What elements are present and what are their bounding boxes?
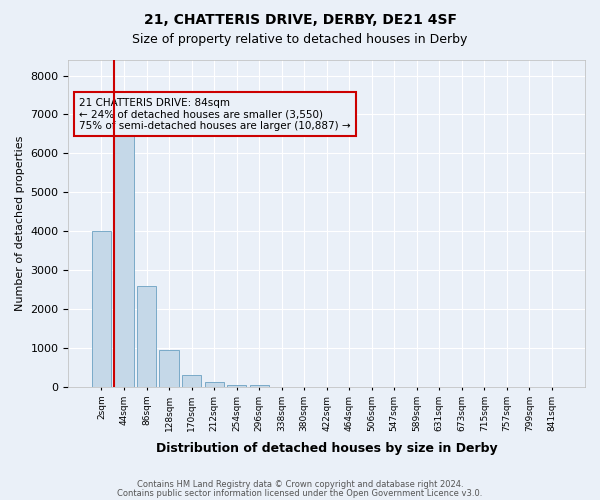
X-axis label: Distribution of detached houses by size in Derby: Distribution of detached houses by size … (156, 442, 497, 455)
Bar (182, 375, 201, 387)
Bar (227, 385, 246, 387)
Text: 21 CHATTERIS DRIVE: 84sqm
← 24% of detached houses are smaller (3,550)
75% of se: 21 CHATTERIS DRIVE: 84sqm ← 24% of detac… (79, 98, 350, 131)
Text: Size of property relative to detached houses in Derby: Size of property relative to detached ho… (133, 32, 467, 46)
Bar (115, 134, 134, 387)
Text: 21, CHATTERIS DRIVE, DERBY, DE21 4SF: 21, CHATTERIS DRIVE, DERBY, DE21 4SF (143, 12, 457, 26)
Y-axis label: Number of detached properties: Number of detached properties (15, 136, 25, 311)
Bar (205, 382, 224, 387)
Text: Contains public sector information licensed under the Open Government Licence v3: Contains public sector information licen… (118, 490, 482, 498)
Bar (137, 286, 156, 387)
Bar (250, 385, 269, 387)
Bar (160, 350, 179, 387)
Bar (92, 231, 111, 387)
Text: Contains HM Land Registry data © Crown copyright and database right 2024.: Contains HM Land Registry data © Crown c… (137, 480, 463, 489)
